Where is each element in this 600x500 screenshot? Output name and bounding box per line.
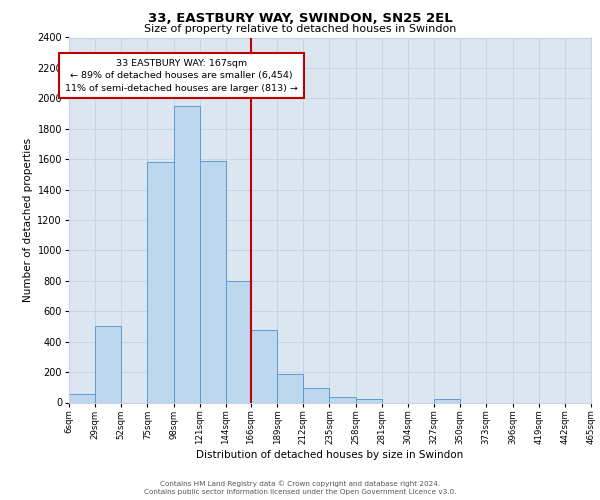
- Bar: [173, 106, 200, 403]
- Bar: [200, 160, 226, 402]
- Bar: [303, 388, 329, 402]
- Text: 33, EASTBURY WAY, SWINDON, SN25 2EL: 33, EASTBURY WAY, SWINDON, SN25 2EL: [148, 12, 452, 26]
- Text: Contains HM Land Registry data © Crown copyright and database right 2024.: Contains HM Land Registry data © Crown c…: [160, 480, 440, 487]
- Bar: [277, 374, 303, 402]
- Bar: [226, 281, 251, 402]
- Bar: [356, 398, 382, 402]
- Text: Contains public sector information licensed under the Open Government Licence v3: Contains public sector information licen…: [144, 489, 456, 495]
- Text: Size of property relative to detached houses in Swindon: Size of property relative to detached ho…: [144, 24, 456, 34]
- Bar: [251, 330, 277, 402]
- Bar: [69, 394, 95, 402]
- Text: 33 EASTBURY WAY: 167sqm
← 89% of detached houses are smaller (6,454)
11% of semi: 33 EASTBURY WAY: 167sqm ← 89% of detache…: [65, 58, 298, 92]
- Bar: [434, 400, 460, 402]
- X-axis label: Distribution of detached houses by size in Swindon: Distribution of detached houses by size …: [196, 450, 464, 460]
- Bar: [95, 326, 121, 402]
- Y-axis label: Number of detached properties: Number of detached properties: [23, 138, 33, 302]
- Bar: [148, 162, 173, 402]
- Bar: [329, 397, 356, 402]
